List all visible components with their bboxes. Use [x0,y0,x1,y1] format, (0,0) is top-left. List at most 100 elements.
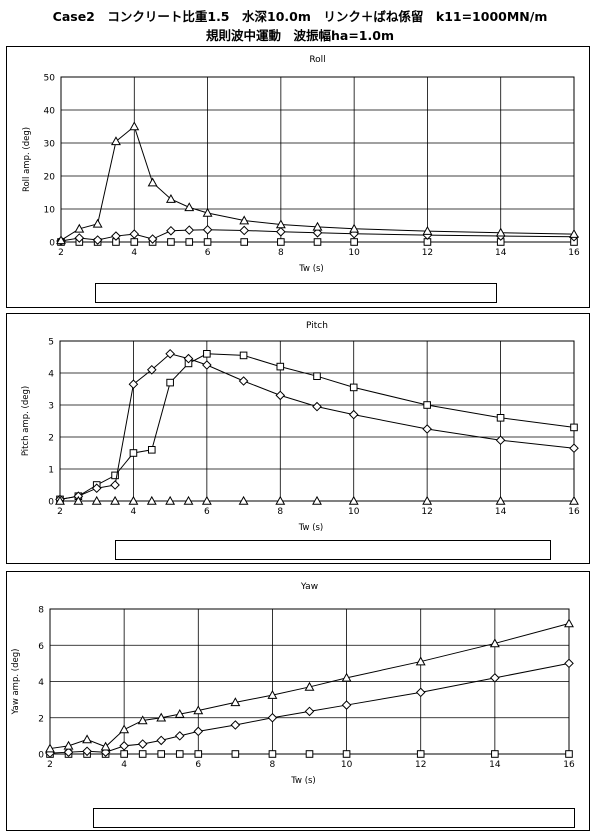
pitch-ea0-point [496,414,505,422]
yaw-ea0-point [157,750,166,758]
pitch-ea45-point [348,409,359,420]
yaw-ea90-point [45,743,55,753]
yaw-ea45-point [193,726,204,737]
roll-ea45-point [202,224,213,235]
roll-ea90-series-line [60,125,575,241]
roll-ea90-point [275,219,286,229]
pitch-ea45-point [238,376,249,386]
yaw-ea0-point [120,750,128,758]
yaw-ea90-point [193,705,204,715]
yaw-ea0-point [268,750,277,758]
roll-ea90-point [74,223,85,233]
yaw-ea90-point [156,712,167,722]
pitch-ea0-point [423,401,431,409]
yaw-ea45-point [230,720,241,730]
roll-legend [95,283,497,303]
roll-ea90-point [184,202,195,212]
pitch-ea0-point [203,350,211,358]
yaw-ea90-point [415,656,426,666]
yaw-x-tick-label: 14 [489,760,501,770]
yaw-x-tick-label: 10 [341,760,353,770]
roll-x-tick-label: 2 [58,248,64,258]
roll-ea0-point [130,238,139,246]
roll-x-tick-label: 8 [278,248,284,258]
roll-y-tick-label: 10 [44,206,56,216]
roll-ea90-point [147,177,158,187]
roll-y-tick-label: 30 [44,140,56,150]
yaw-ea0-point [231,750,240,758]
yaw-ea90-point [63,740,74,750]
pitch-ea45-series-line [59,353,575,500]
yaw-x-tick-label: 2 [47,760,53,770]
yaw-x-tick-label: 16 [563,760,575,770]
yaw-ea45-point [63,747,74,757]
pitch-ea45-point [165,348,175,359]
roll-y-tick-label: 40 [44,107,56,117]
roll-chart-panel: Roll 2 4 6 8 10 12 14 16 0 10 20 30 40 50 Tw (s) Roll am… [6,46,590,308]
yaw-y-tick-label: 6 [38,642,44,652]
yaw-y-tick-label: 8 [38,606,44,616]
roll-y-axis-label: Roll amp. (deg) [22,127,32,192]
roll-x-tick-label: 10 [348,248,360,258]
pitch-ea90-point [146,495,157,505]
roll-ea45-series-line [60,229,575,242]
roll-ea45-point [129,229,140,239]
pitch-y-tick-label: 4 [48,370,54,380]
yaw-ea90-point [82,734,93,744]
roll-ea0-point [185,238,194,246]
roll-ea0-point [277,238,285,246]
yaw-ea0-point [138,750,147,758]
roll-y-tick-label: 50 [44,74,56,84]
yaw-ea90-point [564,618,574,628]
pitch-y-axis-label: Pitch amp. (deg) [21,386,31,456]
pitch-ea90-point [165,495,176,505]
pitch-y-tick-label: 5 [48,338,54,348]
yaw-ea0-point [416,750,425,758]
pitch-ea0-series-line [59,353,575,500]
yaw-ea90-point [267,689,278,699]
pitch-x-tick-label: 2 [57,507,63,517]
roll-ea90-point [202,207,213,217]
pitch-ea45-point [495,435,506,446]
roll-ea90-point [92,218,103,228]
pitch-y-tick-label: 3 [48,402,54,412]
roll-ea90-point [312,221,323,231]
pitch-ea45-point [422,424,432,434]
header-line-2: 規則波中運動 波振幅ha=1.0m [206,28,394,43]
pitch-x-tick-label: 14 [495,507,507,517]
yaw-ea0-point [342,750,351,758]
roll-ea0-point [350,238,358,246]
pitch-ea90-point [569,495,579,505]
yaw-ea90-point [137,715,148,725]
roll-ea90-point [111,136,121,146]
pitch-ea45-point [183,353,194,364]
pitch-ea90-point [55,495,65,505]
pitch-ea0-point [349,383,358,392]
roll-ea0-point [203,238,212,246]
yaw-x-tick-label: 12 [415,760,426,770]
roll-y-tick-label: 0 [49,239,55,249]
yaw-ea45-point [119,741,129,751]
pitch-ea0-point [313,372,321,381]
yaw-ea0-point [305,750,314,758]
pitch-ea90-point [275,495,286,505]
yaw-x-tick-label: 8 [270,760,276,770]
yaw-y-tick-label: 4 [38,678,44,688]
pitch-ea45-point [202,360,212,370]
roll-ea45-point [312,227,323,238]
yaw-ea45-point [156,735,167,746]
pitch-ea0-point [147,446,156,454]
roll-title: Roll [309,55,325,65]
roll-plot-area [60,76,575,243]
roll-ea45-point [276,226,286,237]
roll-ea45-point [239,225,250,236]
pitch-title: Pitch [306,321,328,331]
pitch-ea90-point [73,495,84,505]
pitch-ea45-point [91,483,102,494]
pitch-ea90-point [348,495,359,505]
pitch-x-tick-label: 8 [277,507,283,517]
roll-ea45-point [147,234,158,244]
pitch-x-tick-label: 6 [204,507,210,517]
pitch-ea45-point [312,401,322,412]
